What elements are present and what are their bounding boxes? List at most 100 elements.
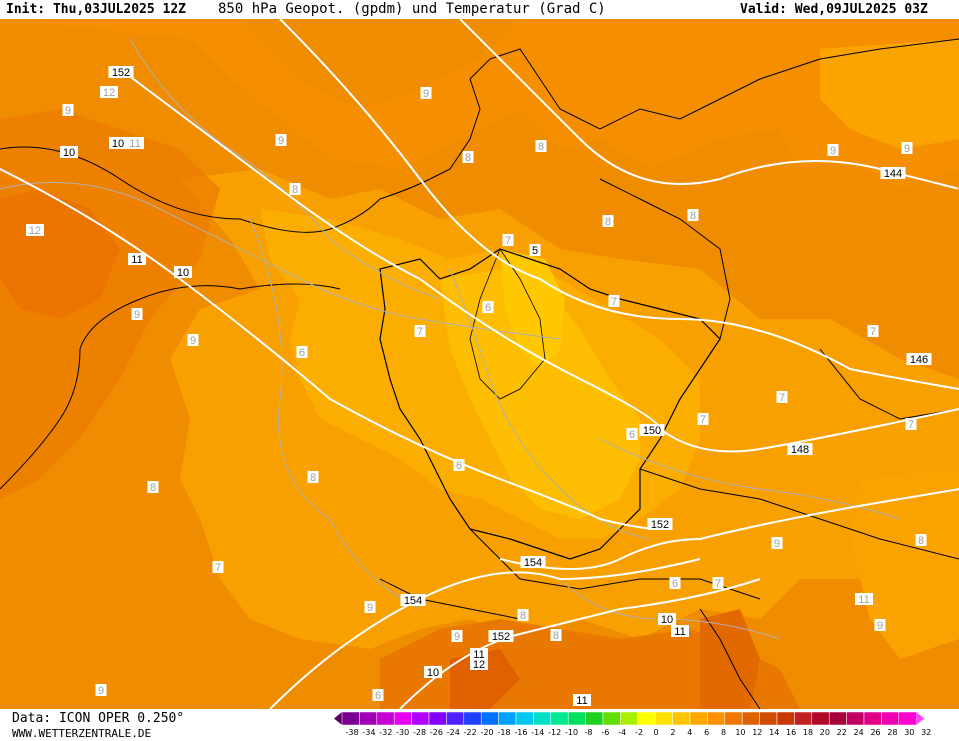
color-scale-cell (585, 712, 604, 725)
color-scale-ticks: -38 -34 -32 -30 -28 -26 -24 -22 -20 -18 -16 -14 -12-… (334, 727, 959, 739)
color-scale-tick-label: -4 (618, 728, 627, 737)
isotherm-label: 7 (215, 562, 221, 574)
map-canvas: 1521010111014451461501481521541541521011… (0, 19, 959, 709)
footer-bar: Data: ICON OPER 0.250° WWW.WETTERZENTRAL… (0, 709, 959, 741)
temp-label-box (712, 577, 724, 589)
temp-label-box (535, 140, 547, 152)
temp-band-12-south (450, 649, 520, 709)
temp-label-box (855, 593, 873, 605)
isotherm-label: 7 (417, 326, 423, 338)
color-scale-tick-label: 20 (819, 728, 830, 737)
temp-label-box (776, 391, 788, 403)
color-scale-tick-label: -14 (531, 728, 545, 737)
isotherm-label: 7 (505, 235, 511, 247)
country-border-swiss (379, 578, 521, 620)
site-url: WWW.WETTERZENTRALE.DE (12, 727, 152, 740)
temp-band-north (0, 19, 959, 189)
color-scale-tick-label: -38 (345, 728, 359, 737)
temp-label-box (95, 684, 107, 696)
color-scale-cell (463, 712, 482, 725)
height-label-box (470, 648, 488, 660)
temp-label-box (275, 134, 287, 146)
isotherm-label: 6 (375, 690, 381, 702)
color-scale-cell (863, 712, 882, 725)
color-scale-cell (672, 712, 691, 725)
geopotential-label: 152 (492, 631, 510, 643)
color-scale-cell (794, 712, 813, 725)
color-scale-legend (334, 712, 925, 725)
isotherm-label: 12 (103, 87, 115, 99)
geopotential-label: 144 (884, 168, 902, 180)
isotherm-label: 8 (605, 216, 611, 228)
geopotential-isoline (499, 487, 959, 570)
init-time: Init: Thu,03JUL2025 12Z (6, 2, 187, 17)
color-scale-cell (550, 712, 569, 725)
color-scale-cell (498, 712, 517, 725)
temp-label-box (187, 334, 199, 346)
color-scale-tick-label: -8 (584, 728, 593, 737)
temp-label-box (100, 86, 118, 98)
height-label-box (424, 666, 442, 678)
geopotential-label: 11 (473, 649, 484, 661)
color-scale-cell (359, 712, 378, 725)
color-scale-cell (707, 712, 726, 725)
color-scale-tick-label: 14 (769, 728, 780, 737)
country-border-alps (469, 528, 761, 600)
color-scale-tick-label: -28 (413, 728, 427, 737)
temp-label-box (420, 87, 432, 99)
color-scale-tick-label: 22 (836, 728, 847, 737)
isotherm-label: 6 (456, 460, 462, 472)
color-scale-cell (620, 712, 639, 725)
isotherm-label: 11 (858, 594, 869, 606)
height-label-box (787, 443, 813, 455)
temp-label-box (372, 689, 384, 701)
color-scale-tick-label: -10 (565, 728, 579, 737)
isotherm-label: 9 (423, 88, 429, 100)
color-scale-cell (341, 712, 360, 725)
color-scale-cell (776, 712, 795, 725)
temp-label-box (550, 629, 562, 641)
color-scale-tick-label: -2 (635, 728, 644, 737)
height-label-box (880, 167, 906, 179)
height-label-box (60, 146, 78, 158)
geopotential-label: 154 (404, 595, 422, 607)
temp-label-box (451, 630, 463, 642)
country-border-poland (599, 178, 731, 340)
isotherm-label: 7 (715, 578, 721, 590)
temp-label-box (364, 601, 376, 613)
color-scale-cell (567, 712, 586, 725)
geopotential-label: 11 (576, 695, 587, 707)
color-scale-tick-label: -34 (362, 728, 376, 737)
color-scale-cell (689, 712, 708, 725)
country-border-east (819, 348, 959, 420)
geopotential-label: 152 (651, 519, 669, 531)
map-labels: 1521010111014451461501481521541541521011… (26, 66, 932, 707)
geopotential-label: 148 (791, 444, 809, 456)
color-scale-cell (602, 712, 621, 725)
color-scale-tick-label: -32 (379, 728, 393, 737)
temp-label-box (131, 308, 143, 320)
temp-band-northeast (820, 39, 959, 149)
color-scale-tick-label: 2 (670, 728, 676, 737)
temp-band-11-west (0, 109, 220, 499)
geopotential-label: 11 (674, 626, 685, 638)
color-scale-cell (480, 712, 499, 725)
temp-label-box (517, 609, 529, 621)
geopotential-isoline (279, 19, 959, 390)
temp-band-5-6 (440, 269, 640, 519)
geopotential-label: 10 (112, 138, 124, 150)
temp-label-box (462, 151, 474, 163)
color-scale-tick-label: -18 (497, 728, 511, 737)
valid-time: Valid: Wed,09JUL2025 03Z (740, 2, 928, 17)
isotherm-label: 9 (98, 685, 104, 697)
color-scale-cell (811, 712, 830, 725)
color-scale-cells (334, 712, 925, 725)
height-label-box (658, 613, 676, 625)
isotherm-label: 9 (278, 135, 284, 147)
isotherm-line (249, 218, 421, 610)
color-scale-tick-label: -24 (446, 728, 460, 737)
color-scale-tick-label: 12 (752, 728, 763, 737)
geopotential-label: 12 (473, 659, 485, 671)
isotherm-label: 9 (65, 105, 71, 117)
color-scale-tick-label: -16 (514, 728, 528, 737)
